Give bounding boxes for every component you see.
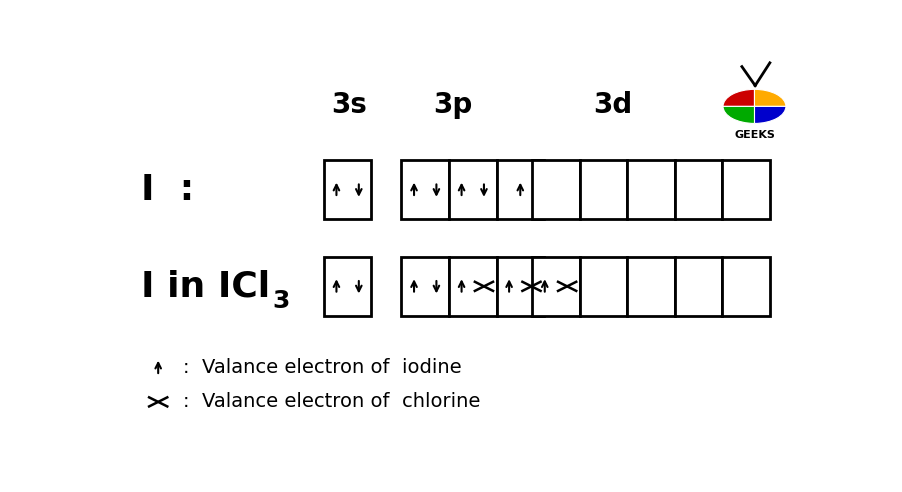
- Bar: [449, 257, 496, 316]
- Text: I in ICl: I in ICl: [141, 269, 270, 304]
- Text: 3s: 3s: [331, 91, 367, 119]
- Text: 3p: 3p: [434, 91, 473, 119]
- Bar: [324, 257, 372, 316]
- Bar: [723, 160, 770, 219]
- Bar: [401, 160, 449, 219]
- Text: 3: 3: [272, 289, 290, 313]
- Text: :  Valance electron of  iodine: : Valance electron of iodine: [183, 358, 461, 377]
- Bar: [324, 160, 372, 219]
- Bar: [675, 160, 723, 219]
- Bar: [580, 160, 627, 219]
- Bar: [449, 160, 496, 219]
- Bar: [627, 160, 675, 219]
- Bar: [532, 257, 580, 316]
- Bar: [401, 257, 449, 316]
- Bar: [580, 257, 627, 316]
- Bar: [532, 160, 580, 219]
- Text: :  Valance electron of  chlorine: : Valance electron of chlorine: [183, 393, 480, 411]
- Bar: [723, 257, 770, 316]
- Bar: [496, 160, 544, 219]
- Text: I  :: I :: [141, 173, 194, 207]
- Text: 3d: 3d: [593, 91, 632, 119]
- Bar: [675, 257, 723, 316]
- Wedge shape: [723, 106, 754, 123]
- Bar: [627, 257, 675, 316]
- Wedge shape: [754, 90, 786, 106]
- Wedge shape: [723, 90, 754, 106]
- Wedge shape: [754, 106, 786, 123]
- Bar: [496, 257, 544, 316]
- Text: GEEKS: GEEKS: [734, 130, 775, 140]
